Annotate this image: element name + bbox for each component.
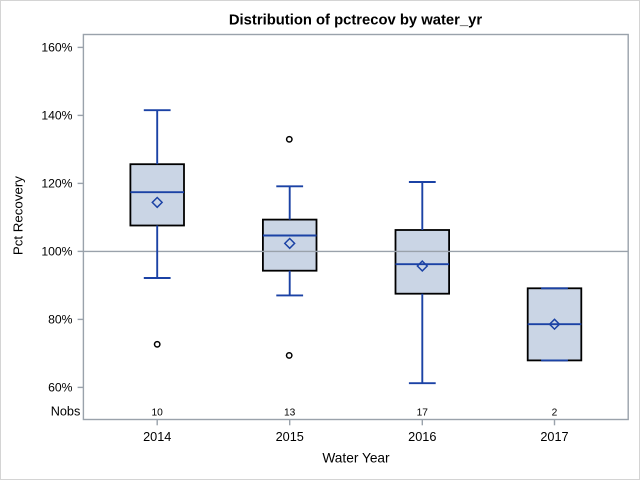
svg-text:2015: 2015	[276, 430, 304, 444]
svg-text:100%: 100%	[41, 244, 72, 258]
svg-text:60%: 60%	[48, 380, 73, 394]
svg-text:80%: 80%	[48, 312, 73, 326]
svg-text:2016: 2016	[408, 430, 436, 444]
svg-text:10: 10	[152, 408, 164, 419]
svg-text:2014: 2014	[143, 430, 171, 444]
svg-text:17: 17	[417, 408, 429, 419]
svg-text:140%: 140%	[41, 108, 72, 122]
svg-text:Water Year: Water Year	[322, 451, 390, 466]
svg-text:2: 2	[552, 408, 558, 419]
svg-text:120%: 120%	[41, 176, 72, 190]
svg-text:13: 13	[284, 408, 296, 419]
svg-text:Distribution of pctrecov by wa: Distribution of pctrecov by water_yr	[229, 13, 482, 29]
svg-text:Nobs: Nobs	[51, 404, 81, 418]
svg-text:Pct Recovery: Pct Recovery	[10, 176, 25, 255]
svg-text:160%: 160%	[41, 40, 72, 54]
svg-text:2017: 2017	[540, 430, 568, 444]
